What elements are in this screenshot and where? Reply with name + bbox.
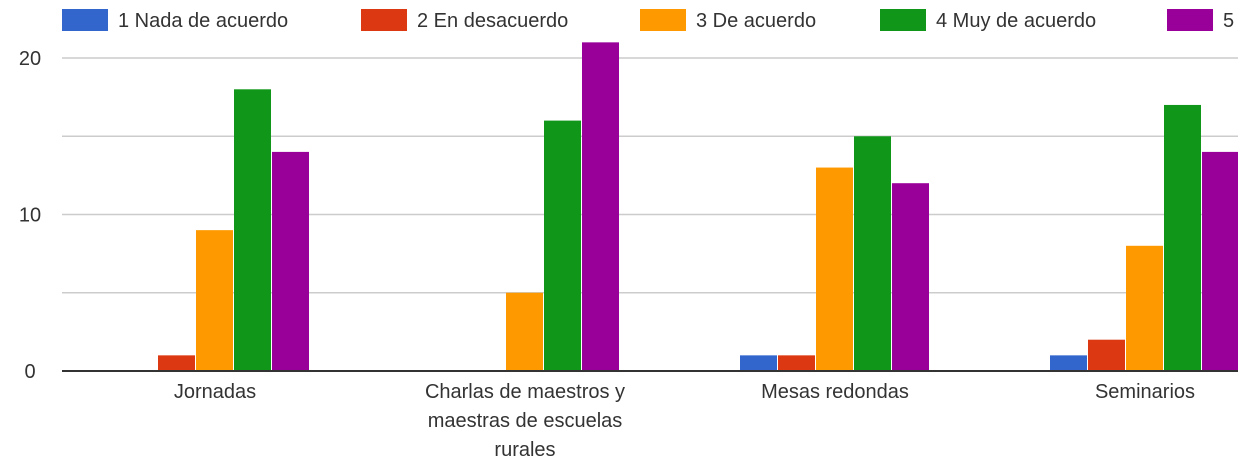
x-category-label: Charlas de maestros y: [425, 381, 625, 403]
x-axis-labels: Jornadas Charlas de maestros y maestras de…: [174, 381, 1195, 461]
legend-label: 4 Muy de acuerdo: [936, 10, 1096, 32]
bar: [272, 151, 309, 371]
legend-swatch: [880, 9, 926, 31]
bar: [892, 183, 929, 371]
y-tick-label: 0: [24, 361, 35, 383]
bar: [158, 355, 195, 371]
legend-label: 1 Nada de acuerdo: [118, 10, 288, 32]
bar: [1088, 339, 1125, 371]
bar: [740, 355, 777, 371]
bar: [506, 292, 543, 371]
bar: [854, 136, 891, 371]
right-edge-mask: [1238, 0, 1252, 463]
legend-label: 5: [1223, 10, 1234, 32]
bar: [234, 89, 271, 372]
x-category-label: Seminarios: [1095, 381, 1195, 403]
y-axis-ticks: 0 10 20: [19, 48, 41, 383]
legend-swatch: [62, 9, 108, 31]
x-category-label: rurales: [494, 439, 555, 461]
bar: [1126, 245, 1163, 371]
y-tick-label: 10: [19, 205, 41, 227]
legend-swatch: [361, 9, 407, 31]
legend: 1 Nada de acuerdo 2 En desacuerdo 3 De acu…: [62, 9, 1234, 32]
bar: [1050, 355, 1087, 371]
bar: [1202, 151, 1239, 371]
legend-swatch: [1167, 9, 1213, 31]
bar: [582, 42, 619, 371]
bar: [196, 230, 233, 371]
bar: [1164, 104, 1201, 371]
x-category-label: Mesas redondas: [761, 381, 909, 403]
bars: [158, 42, 1239, 372]
legend-label: 3 De acuerdo: [696, 10, 816, 32]
x-category-label: Jornadas: [174, 381, 256, 403]
bar: [816, 167, 853, 371]
y-tick-label: 20: [19, 48, 41, 70]
legend-swatch: [640, 9, 686, 31]
legend-label: 2 En desacuerdo: [417, 10, 568, 32]
x-category-label: maestras de escuelas: [428, 410, 623, 432]
bar: [544, 120, 581, 371]
bar: [778, 355, 815, 371]
